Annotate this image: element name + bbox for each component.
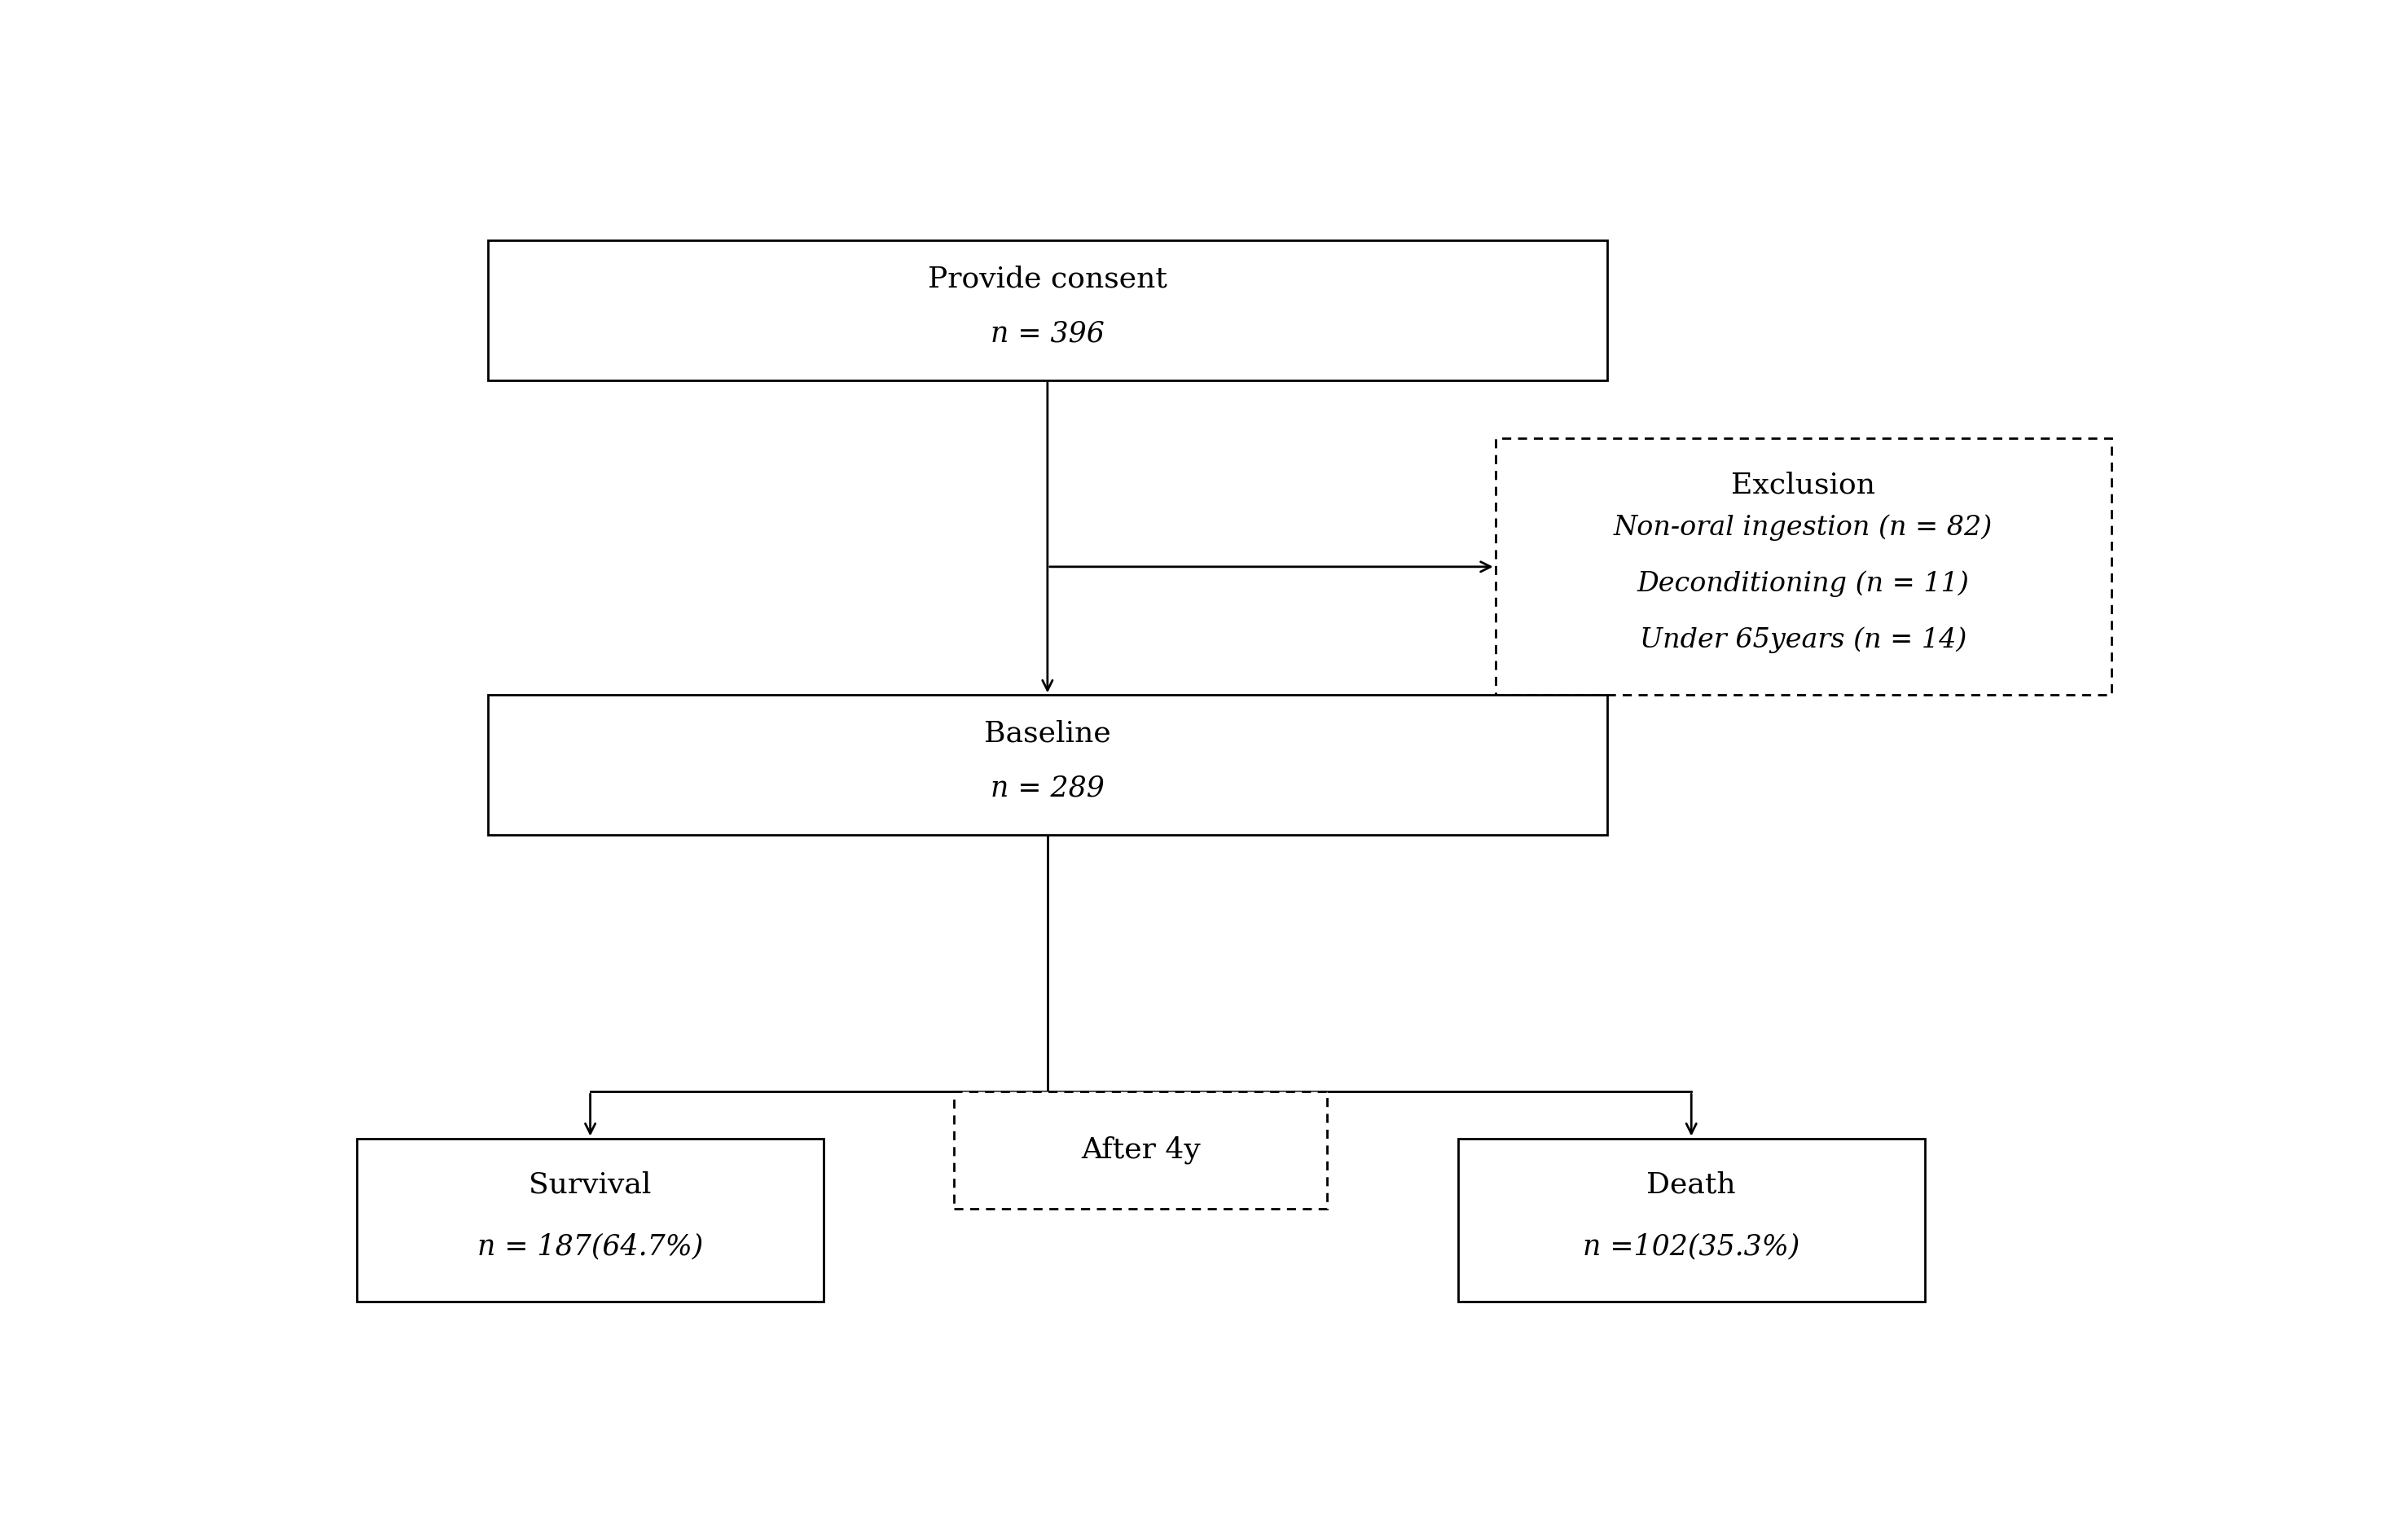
Text: Death: Death — [1647, 1171, 1736, 1198]
Text: Exclusion: Exclusion — [1731, 471, 1876, 498]
FancyBboxPatch shape — [486, 241, 1609, 380]
Text: Provide consent: Provide consent — [927, 265, 1168, 292]
Text: After 4y: After 4y — [1081, 1136, 1202, 1164]
Text: Under 65years (n = 14): Under 65years (n = 14) — [1640, 626, 1967, 653]
Text: Survival: Survival — [530, 1171, 653, 1198]
Text: n = 396: n = 396 — [990, 320, 1105, 347]
FancyBboxPatch shape — [1495, 438, 2112, 695]
FancyBboxPatch shape — [356, 1138, 824, 1301]
Text: n =102(35.3%): n =102(35.3%) — [1582, 1233, 1799, 1260]
FancyBboxPatch shape — [1459, 1138, 1924, 1301]
Text: Deconditioning (n = 11): Deconditioning (n = 11) — [1637, 570, 1970, 597]
FancyBboxPatch shape — [486, 695, 1609, 835]
Text: Baseline: Baseline — [985, 720, 1110, 747]
Text: n = 289: n = 289 — [990, 774, 1105, 803]
Text: Non-oral ingestion (n = 82): Non-oral ingestion (n = 82) — [1613, 514, 1994, 541]
FancyBboxPatch shape — [954, 1092, 1327, 1209]
Text: n = 187(64.7%): n = 187(64.7%) — [477, 1233, 703, 1260]
